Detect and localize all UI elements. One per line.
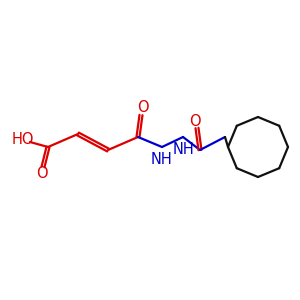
Text: HO: HO [12,133,34,148]
Text: NH: NH [172,142,194,157]
Text: O: O [137,100,149,116]
Text: NH: NH [151,152,173,166]
Text: O: O [189,113,201,128]
Text: O: O [36,166,48,181]
